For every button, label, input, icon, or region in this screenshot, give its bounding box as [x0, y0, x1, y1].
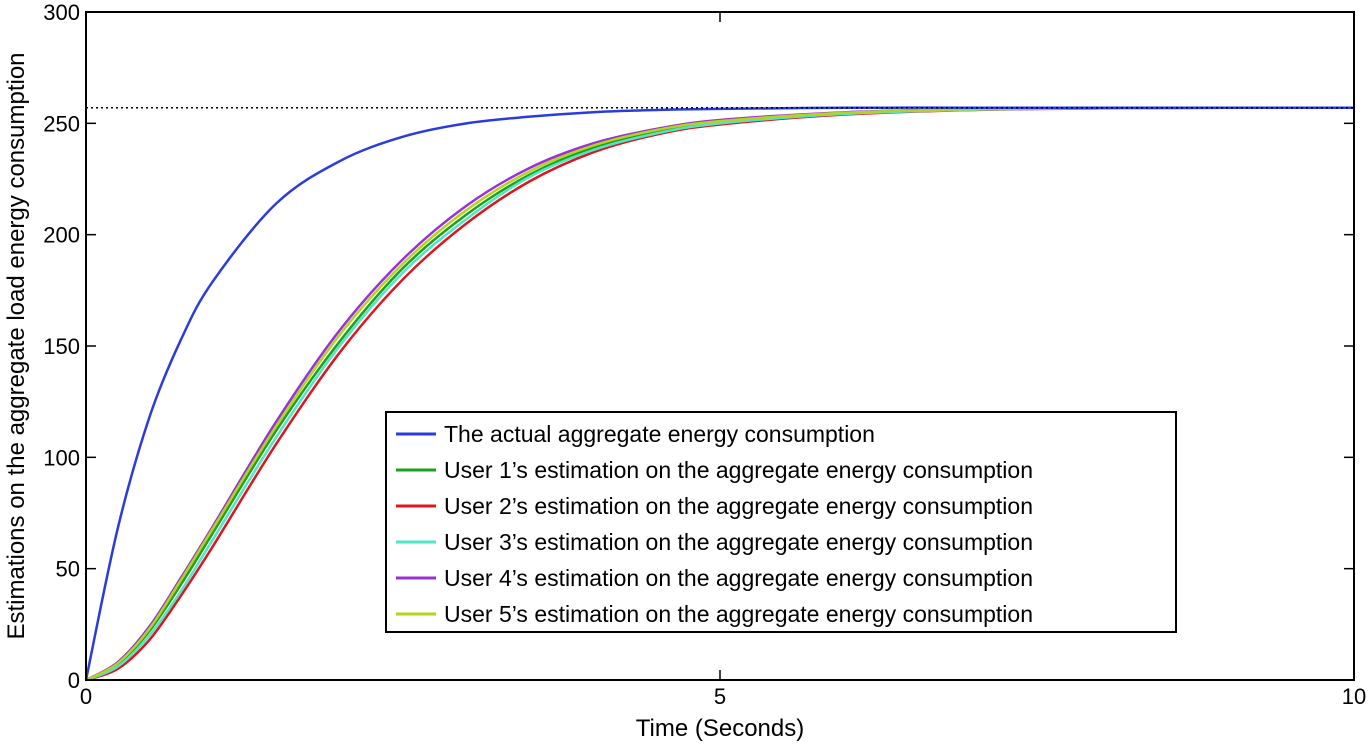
y-tick-label: 300 — [43, 0, 80, 25]
y-tick-label: 200 — [43, 223, 80, 248]
legend-entry: User 3’s estimation on the aggregate ene… — [444, 529, 1033, 555]
x-axis-label: Time (Seconds) — [636, 715, 805, 742]
x-tick-label: 5 — [714, 684, 726, 709]
x-tick-label: 0 — [80, 684, 92, 709]
legend-entry: User 5’s estimation on the aggregate ene… — [444, 601, 1033, 627]
y-axis-label: Estimations on the aggregate load energy… — [3, 52, 30, 639]
y-tick-label: 250 — [43, 111, 80, 136]
legend-entry: User 1’s estimation on the aggregate ene… — [444, 457, 1033, 483]
series-layer — [84, 106, 1355, 682]
legend-entry: User 4’s estimation on the aggregate ene… — [444, 565, 1033, 591]
x-tick-label: 10 — [1342, 684, 1366, 709]
y-tick-label: 100 — [43, 445, 80, 470]
legend-entry: The actual aggregate energy consumption — [444, 421, 875, 447]
legend-box — [385, 411, 1177, 633]
legend-entry: User 2’s estimation on the aggregate ene… — [444, 493, 1033, 519]
legend: The actual aggregate energy consumption U… — [385, 411, 1177, 633]
y-tick-label: 0 — [68, 668, 80, 693]
y-tick-label: 50 — [56, 557, 80, 582]
y-tick-label: 150 — [43, 334, 80, 359]
